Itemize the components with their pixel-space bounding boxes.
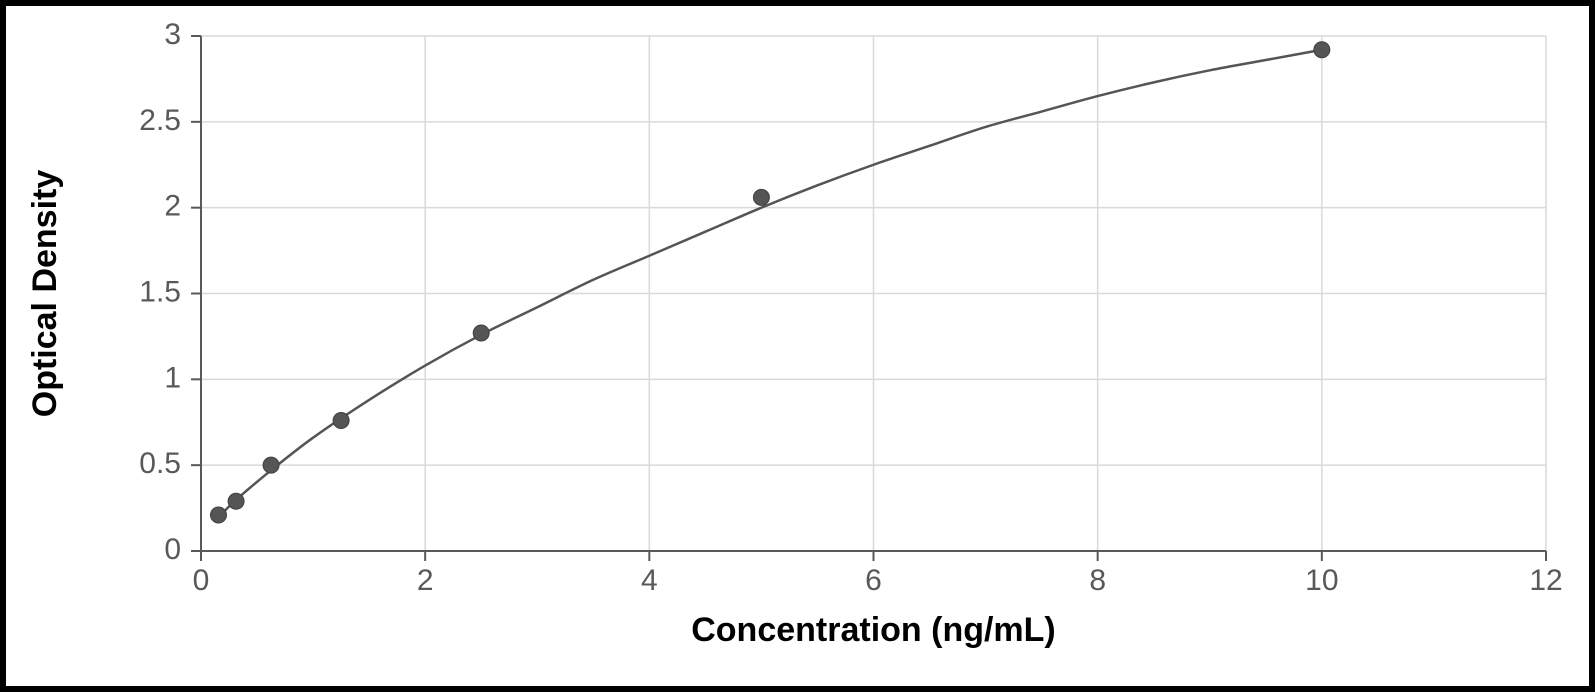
x-tick-label: 8: [1089, 564, 1106, 597]
tick-labels: 0 2 4 6 8 10 12 0 0.5 1 1.5 2 2.5 3: [139, 18, 1562, 597]
data-point: [753, 189, 769, 205]
data-point: [210, 507, 226, 523]
y-axis-label: Optical Density: [26, 170, 64, 418]
chart-frame: 0 2 4 6 8 10 12 0 0.5 1 1.5 2 2.5 3 Concentration (ng…: [0, 0, 1595, 692]
fitted-curve: [218, 50, 1321, 518]
data-point: [263, 457, 279, 473]
axes: [191, 36, 1546, 561]
x-tick-label: 10: [1305, 564, 1338, 597]
y-tick-label: 3: [164, 18, 181, 51]
fit-curve: [218, 50, 1321, 518]
y-tick-label: 2.5: [139, 104, 181, 137]
x-tick-label: 0: [193, 564, 210, 597]
x-axis-label: Concentration (ng/mL): [691, 611, 1056, 649]
data-point: [228, 493, 244, 509]
x-tick-label: 2: [417, 564, 434, 597]
x-tick-label: 6: [865, 564, 882, 597]
y-tick-label: 0: [164, 533, 181, 566]
data-point: [473, 325, 489, 341]
y-tick-label: 2: [164, 190, 181, 223]
x-tick-label: 4: [641, 564, 658, 597]
x-tick-label: 12: [1529, 564, 1562, 597]
y-tick-label: 1.5: [139, 275, 181, 308]
data-point: [1314, 42, 1330, 58]
data-point: [333, 413, 349, 429]
chart-svg: 0 2 4 6 8 10 12 0 0.5 1 1.5 2 2.5 3 Concentration (ng…: [6, 6, 1589, 686]
y-tick-label: 0.5: [139, 447, 181, 480]
data-points: [210, 42, 1329, 523]
y-tick-label: 1: [164, 361, 181, 394]
gridlines: [201, 36, 1546, 551]
